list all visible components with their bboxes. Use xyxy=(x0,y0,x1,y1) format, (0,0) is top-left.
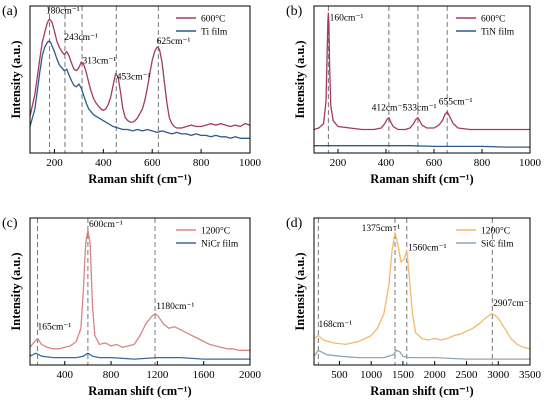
y-axis-label: Intensity (a.u.) xyxy=(293,252,307,330)
peak-annotation: 453cm⁻¹ xyxy=(117,73,151,83)
x-tick-label: 600 xyxy=(426,157,443,169)
legend-label-1: Ti film xyxy=(201,27,228,38)
peak-annotation: 412cm⁻¹ xyxy=(372,103,406,113)
x-axis-label: Raman shift (cm⁻¹) xyxy=(88,172,191,186)
legend-label-0: 600°C xyxy=(201,14,225,25)
x-tick-label: 400 xyxy=(95,157,112,169)
x-axis-label: Raman shift (cm⁻¹) xyxy=(88,384,191,398)
peak-annotation: 1375cm⁻¹ xyxy=(362,224,401,234)
y-axis-label: Intensity (a.u.) xyxy=(293,40,307,118)
x-tick-label: 400 xyxy=(378,157,395,169)
series-line-1 xyxy=(313,349,530,360)
peak-annotation: 533cm⁻¹ xyxy=(403,103,437,113)
x-tick-label: 400 xyxy=(56,369,73,381)
peak-annotation: 1180cm⁻¹ xyxy=(156,302,194,312)
x-tick-label: 1200 xyxy=(146,369,169,381)
x-axis-label: Raman shift (cm⁻¹) xyxy=(370,172,473,186)
peak-annotation: 655cm⁻¹ xyxy=(439,97,473,107)
x-tick-label: 800 xyxy=(474,157,491,169)
x-tick-label: 3500 xyxy=(519,369,542,381)
x-axis-label: Raman shift (cm⁻¹) xyxy=(370,384,473,398)
series-line-0 xyxy=(29,18,251,129)
x-tick-label: 1000 xyxy=(519,157,542,169)
plot-frame xyxy=(313,5,531,154)
series-line-1 xyxy=(314,145,530,148)
legend-label-1: TiN film xyxy=(481,27,515,38)
x-tick-label: 2000 xyxy=(239,369,262,381)
legend-label-1: SiC film xyxy=(481,239,514,250)
panel-label: (b) xyxy=(286,4,303,19)
y-axis-label: Intensity (a.u.) xyxy=(9,40,23,118)
series-line-0 xyxy=(313,12,530,131)
x-tick-label: 800 xyxy=(103,369,120,381)
x-tick-label: 1600 xyxy=(193,369,216,381)
y-axis-label: Intensity (a.u.) xyxy=(9,252,23,330)
peak-annotation: 243cm⁻¹ xyxy=(64,33,98,43)
x-tick-label: 600 xyxy=(144,157,161,169)
x-tick-label: 3000 xyxy=(487,369,510,381)
panel-b: 200 400 600 800 1000 Raman shift (cm⁻¹) Intens… xyxy=(286,4,542,186)
legend-label-0: 1200°C xyxy=(201,226,230,237)
peak-annotation: 2907cm⁻¹ xyxy=(493,299,532,309)
x-tick-label: 1000 xyxy=(239,157,262,169)
peak-annotation: 1560cm⁻¹ xyxy=(408,243,447,253)
x-tick-label: 200 xyxy=(330,157,347,169)
peak-annotation: 180cm⁻¹ xyxy=(46,6,80,16)
peak-annotation: 165cm⁻¹ xyxy=(38,323,72,333)
peak-annotation: 160cm⁻¹ xyxy=(330,14,364,24)
plot-frame xyxy=(29,5,251,154)
legend-label-0: 1200°C xyxy=(481,226,510,237)
x-tick-label: 2500 xyxy=(455,369,478,381)
peak-annotation: 313cm⁻¹ xyxy=(83,56,117,66)
series-line-0 xyxy=(29,229,250,351)
x-tick-label: 1000 xyxy=(360,369,383,381)
x-tick-label: 200 xyxy=(46,157,63,169)
x-tick-label: 500 xyxy=(331,369,348,381)
peak-annotation: 600cm⁻¹ xyxy=(89,220,123,230)
peak-annotation: 168cm⁻¹ xyxy=(318,320,352,330)
panel-label: (d) xyxy=(286,216,303,231)
peak-annotation: 625cm⁻¹ xyxy=(157,37,191,47)
panel-label: (a) xyxy=(2,4,18,19)
plot-frame xyxy=(29,217,251,366)
panel-label: (c) xyxy=(2,216,18,231)
panel-a: 200 400 600 800 1000 Raman shift (cm⁻¹) Intens… xyxy=(2,4,262,186)
x-tick-label: 2000 xyxy=(424,369,447,381)
series-line-0 xyxy=(313,232,531,350)
x-tick-label: 1500 xyxy=(392,369,415,381)
legend-label-0: 600°C xyxy=(481,14,505,25)
series-line-1 xyxy=(29,40,250,139)
panel-d: 500 1000 1500 2000 2500 3000 3500 Raman shift (… xyxy=(286,216,542,398)
x-tick-label: 800 xyxy=(193,157,210,169)
panel-c: 400 800 1200 1600 2000 Raman shift (cm⁻¹) Inte… xyxy=(2,216,262,398)
series-line-1 xyxy=(29,352,250,360)
plot-frame xyxy=(313,217,531,366)
legend-label-1: NiCr film xyxy=(201,239,239,250)
